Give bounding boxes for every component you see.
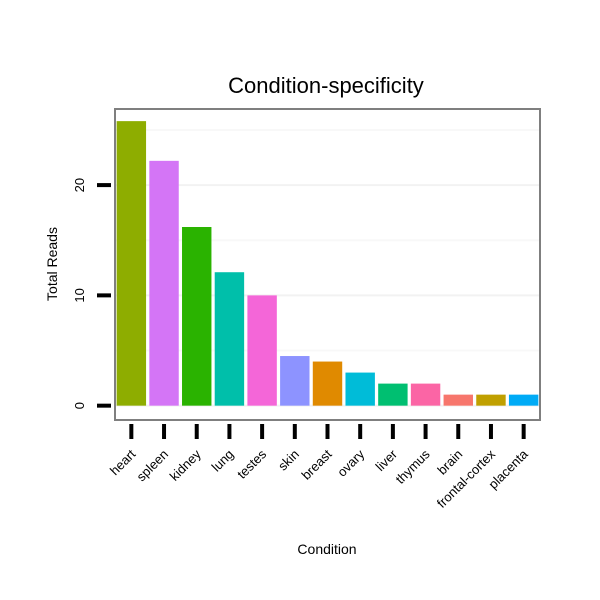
x-tick-label-kidney: kidney [167,446,205,484]
bar-lung [214,272,245,406]
bar-heart [116,121,147,406]
bar-placenta [508,394,539,406]
bar-skin [280,356,310,406]
x-tick-label-testes: testes [234,446,269,481]
x-tick-label-skin: skin [275,447,302,474]
x-axis-label: Condition [297,541,356,557]
y-tick-label: 10 [72,288,87,302]
bar-spleen [149,160,179,406]
chart-title: Condition-specificity [228,73,424,98]
x-tick-label-thymus: thymus [392,446,433,487]
plot-frame [114,108,541,421]
bar-brain [443,394,473,406]
bar-breast [312,361,343,406]
bar-frontal-cortex [476,394,506,406]
x-tick-label-lung: lung [209,447,237,475]
bar-liver [378,383,408,406]
y-axis-label: Total Reads [44,227,60,301]
y-axis: 0 10 20 [72,178,111,409]
y-tick-label: 0 [72,402,87,409]
bar-ovary [345,372,375,406]
bar-thymus [410,383,441,406]
bar-testes [247,295,277,406]
y-tick-label: 20 [72,178,87,192]
x-tick-label-liver: liver [373,446,401,474]
bars [116,121,539,406]
x-tick-label-breast: breast [298,446,334,482]
x-tick-label-spleen: spleen [133,447,171,485]
x-tick-label-ovary: ovary [334,446,367,479]
bar-kidney [182,227,212,406]
